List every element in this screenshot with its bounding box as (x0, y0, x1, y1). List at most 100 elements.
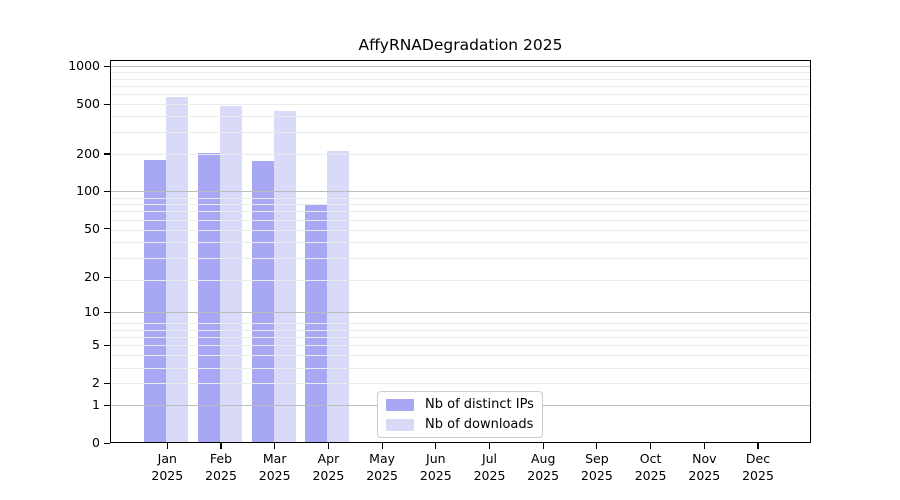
x-tick-mark (220, 443, 222, 449)
y-tick-label: 20 (84, 269, 100, 285)
y-tick-mark (104, 344, 110, 347)
y-tick-label: 0 (92, 435, 100, 451)
x-tick-month: Oct (639, 451, 662, 466)
gridline-minor (110, 329, 811, 331)
x-tick-label: Aug 2025 (515, 451, 571, 484)
y-tick-mark (104, 442, 110, 444)
x-tick-mark (435, 443, 437, 449)
gridline-minor (110, 204, 811, 206)
y-tick-label: 100 (76, 183, 100, 199)
gridline-major (110, 191, 811, 193)
gridline-minor (110, 257, 811, 259)
gridline-minor (110, 94, 811, 96)
x-tick-mark (381, 443, 383, 449)
legend-swatch-distinct-ips (386, 398, 414, 411)
legend-swatch-downloads (386, 418, 414, 431)
x-tick-label: Dec 2025 (730, 451, 786, 484)
y-tick-label: 1000 (68, 58, 100, 74)
legend-label-downloads: Nb of downloads (425, 417, 534, 432)
x-tick-year: 2025 (473, 467, 506, 483)
x-tick-label: Mar 2025 (247, 451, 303, 484)
x-tick-year: 2025 (312, 467, 345, 483)
y-tick-mark (104, 311, 110, 313)
gridline-minor (110, 85, 811, 87)
x-tick-label: Jul 2025 (462, 451, 518, 484)
x-tick-mark (703, 443, 705, 449)
y-tick-label: 50 (84, 220, 100, 236)
x-tick-year: 2025 (419, 467, 452, 483)
gridline-minor (110, 154, 811, 156)
gridline-minor (110, 219, 811, 221)
gridline-minor (110, 116, 811, 118)
bar-distinct-ips-mar (251, 160, 274, 443)
y-tick-mark (104, 103, 110, 105)
y-tick-label: 500 (76, 96, 100, 112)
gridline-major (110, 66, 811, 68)
y-tick-mark (104, 276, 110, 278)
x-tick-label: Feb 2025 (193, 451, 249, 484)
gridline-minor (110, 355, 811, 357)
x-tick-mark (596, 443, 598, 449)
y-tick-mark (104, 153, 110, 155)
x-tick-month: Feb (209, 451, 233, 466)
bar-downloads-jan (166, 97, 189, 443)
gridline-minor (110, 279, 811, 281)
gridline-minor (110, 229, 811, 231)
y-tick-label: 2 (92, 375, 100, 391)
legend-label-distinct-ips: Nb of distinct IPs (425, 397, 534, 412)
gridline-minor (110, 337, 811, 339)
x-tick-month: Jan (157, 451, 177, 466)
y-tick-label: 5 (92, 337, 100, 353)
y-tick-mark (104, 382, 110, 384)
x-tick-month: Aug (530, 451, 556, 466)
x-tick-year: 2025 (205, 467, 237, 483)
bar-distinct-ips-feb (198, 152, 220, 443)
y-tick-mark (104, 190, 110, 193)
x-tick-year: 2025 (366, 467, 398, 483)
gridline-minor (110, 72, 811, 74)
x-tick-label: Jan 2025 (139, 451, 195, 484)
x-tick-month: Jun (426, 451, 446, 466)
bar-downloads-mar (273, 111, 296, 443)
y-tick-label: 10 (84, 304, 100, 320)
y-tick-mark (104, 404, 110, 406)
bar-downloads-apr (327, 150, 350, 443)
legend: Nb of distinct IPs Nb of downloads (377, 391, 543, 438)
x-tick-month: Jul (481, 451, 498, 466)
x-tick-month: Nov (692, 451, 717, 466)
y-tick-mark (104, 228, 110, 230)
legend-item-downloads: Nb of downloads (386, 417, 534, 432)
x-tick-year: 2025 (688, 467, 721, 483)
gridline-major (110, 312, 811, 314)
gridline-minor (110, 383, 811, 385)
x-tick-mark (166, 443, 168, 449)
gridline-minor (110, 241, 811, 243)
x-tick-month: Apr (317, 451, 340, 466)
x-tick-mark (757, 443, 759, 449)
x-tick-label: Nov 2025 (676, 451, 732, 484)
x-tick-label: Oct 2025 (623, 451, 679, 484)
x-tick-month: Sep (585, 451, 609, 466)
x-tick-label: Sep 2025 (569, 451, 625, 484)
gridline-minor (110, 345, 811, 347)
x-tick-month: May (369, 451, 396, 466)
gridline-minor (110, 78, 811, 80)
x-tick-month: Dec (745, 451, 771, 466)
x-tick-year: 2025 (527, 467, 560, 483)
x-tick-mark (327, 443, 329, 449)
x-tick-year: 2025 (634, 467, 667, 483)
gridline-minor (110, 211, 811, 213)
y-tick-mark (104, 65, 110, 67)
x-tick-month: Mar (262, 451, 287, 466)
x-tick-label: May 2025 (354, 451, 410, 484)
x-tick-label: Apr 2025 (300, 451, 356, 484)
gridline-minor (110, 367, 811, 369)
chart-title: AffyRNADegradation 2025 (358, 36, 563, 54)
y-tick-label: 200 (76, 145, 100, 161)
x-tick-year: 2025 (151, 467, 184, 483)
plot-border (110, 60, 811, 443)
gridline-minor (110, 132, 811, 134)
legend-item-distinct-ips: Nb of distinct IPs (386, 397, 534, 412)
